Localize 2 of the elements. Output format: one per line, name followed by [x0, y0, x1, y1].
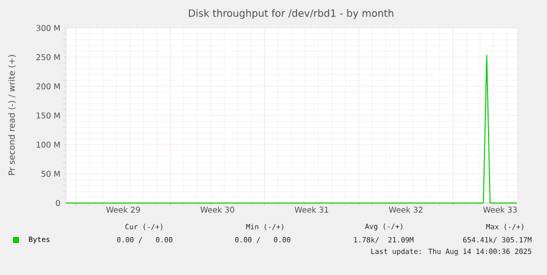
chart-title: Disk throughput for /dev/rbd1 - by month: [188, 9, 394, 19]
y-axis-title: Pr second read (-) / write (+): [8, 55, 16, 175]
